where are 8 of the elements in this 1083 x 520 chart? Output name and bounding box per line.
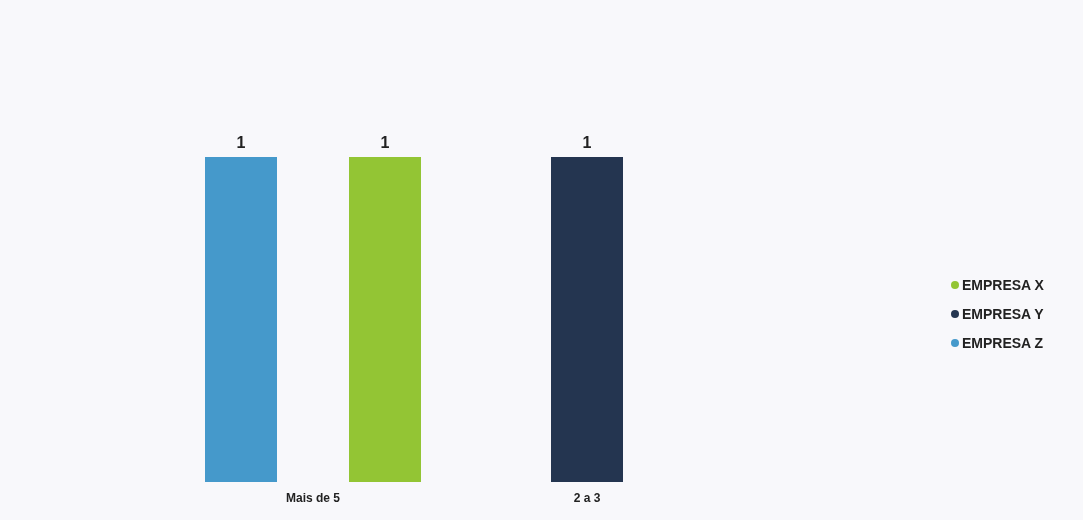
data-label: 1 xyxy=(236,134,246,151)
data-label: 1 xyxy=(380,134,390,151)
x-tick-label: 2 a 3 xyxy=(573,491,601,505)
legend-label: EMPRESA Y xyxy=(962,306,1045,322)
legend-label: EMPRESA Z xyxy=(962,335,1044,351)
data-label: 1 xyxy=(582,134,592,151)
legend-label: EMPRESA X xyxy=(962,277,1045,293)
x-tick-label: Mais de 5 xyxy=(285,491,341,505)
